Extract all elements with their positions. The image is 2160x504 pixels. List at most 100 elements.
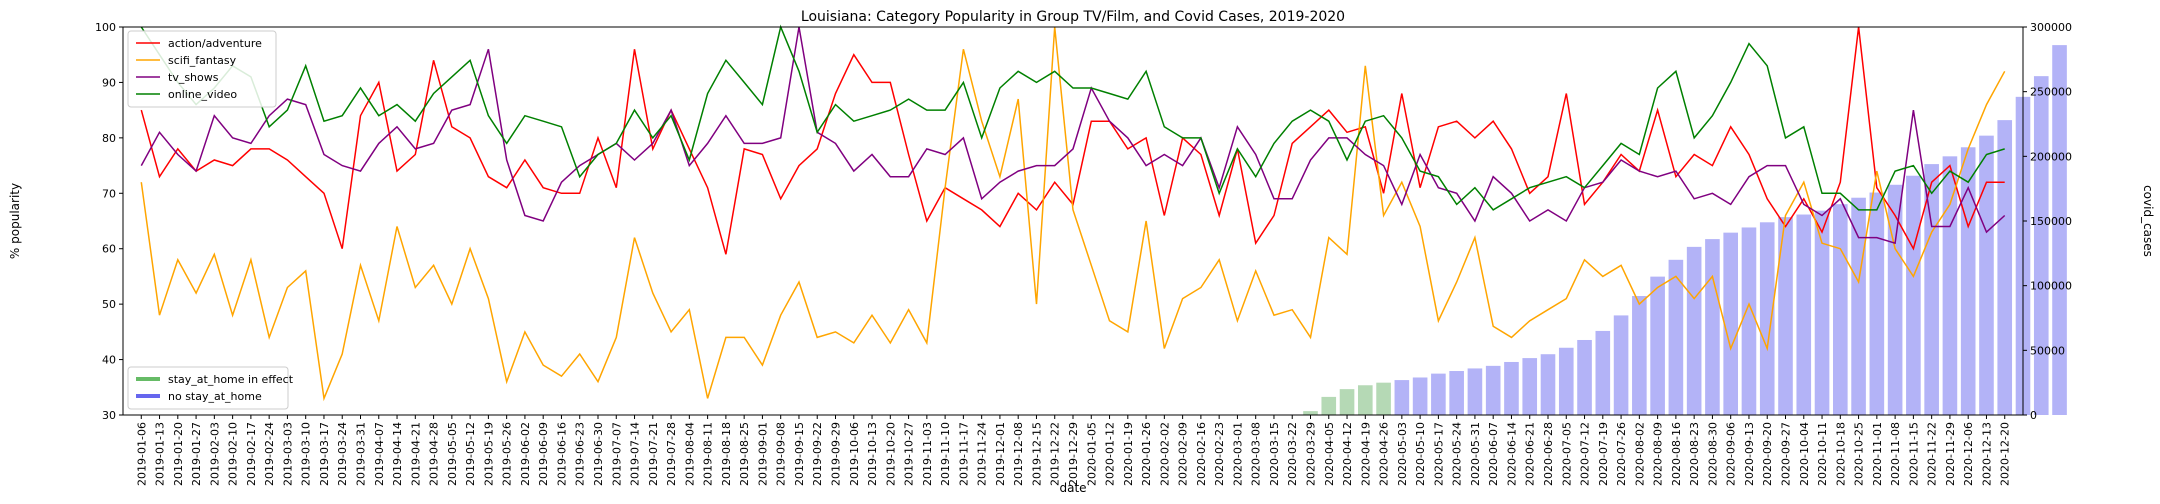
x-tick-label: 2020-10-18	[1834, 422, 1847, 486]
covid-bar	[1668, 259, 1684, 415]
series-lines	[140, 24, 2006, 402]
covid-bar	[1376, 382, 1391, 415]
covid-bar	[1485, 365, 1501, 415]
series-line-scifi-fantasy	[140, 26, 2006, 402]
y-tick-label: 50	[102, 298, 116, 311]
x-tick-label: 2019-03-10	[300, 422, 313, 486]
x-tick-label: 2019-02-10	[227, 422, 240, 486]
covid-bars	[1303, 45, 2067, 416]
x-tick-label: 2020-11-22	[1926, 422, 1939, 486]
x-tick-label: 2019-08-11	[702, 422, 715, 486]
x-tick-label: 2020-08-02	[1633, 422, 1646, 486]
x-tick-label: 2019-08-18	[720, 422, 733, 486]
x-tick-label: 2020-01-19	[1122, 422, 1135, 486]
x-tick-label: 2019-09-08	[775, 422, 788, 486]
x-tick-label: 2020-05-10	[1414, 422, 1427, 486]
x-tick-label: 2019-12-01	[994, 422, 1007, 486]
x-tick-label: 2019-01-13	[154, 422, 167, 486]
x-tick-label: 2019-03-31	[355, 422, 368, 486]
x-tick-label: 2019-05-19	[482, 422, 495, 486]
y2-tick-label: 150000	[2030, 215, 2072, 228]
x-tick-label: 2019-12-29	[1067, 422, 1080, 486]
y-tick-label: 80	[102, 132, 116, 145]
y-axis-right: 0 50000 100000 150000 200000 250000 300000	[2023, 21, 2072, 422]
y-tick-label: 40	[102, 354, 116, 367]
x-tick-label: 2019-05-12	[464, 422, 477, 486]
x-tick-label: 2020-02-02	[1158, 422, 1171, 486]
y-tick-label: 60	[102, 243, 116, 256]
x-tick-label: 2019-01-20	[172, 422, 185, 486]
x-tick-label: 2019-02-24	[263, 422, 276, 486]
x-tick-label: 2020-09-27	[1780, 422, 1793, 486]
x-tick-label: 2020-06-07	[1487, 422, 1500, 486]
x-tick-label: 2019-06-16	[555, 422, 568, 486]
x-tick-label: 2019-04-21	[409, 422, 422, 486]
x-tick-label: 2020-03-08	[1250, 422, 1263, 486]
covid-bar	[1979, 135, 1994, 415]
x-tick-label: 2019-11-17	[957, 422, 970, 486]
x-tick-label: 2020-08-16	[1670, 422, 1683, 486]
covid-bar	[1741, 227, 1757, 415]
covid-bar	[1869, 192, 1885, 415]
y-tick-label: 70	[102, 187, 116, 200]
covid-bar	[1449, 371, 1464, 415]
x-tick-label: 2019-04-14	[391, 422, 404, 486]
x-tick-label: 2020-02-23	[1213, 422, 1226, 486]
covid-bar	[1321, 396, 1337, 415]
x-tick-label: 2019-12-22	[1049, 422, 1062, 486]
covid-bar	[1851, 197, 1866, 415]
covid-bar	[1431, 373, 1446, 415]
x-tick-label: 2019-11-10	[939, 422, 952, 486]
x-tick-label: 2019-09-01	[756, 422, 769, 486]
x-tick-label: 2019-02-17	[245, 422, 258, 486]
legend-box	[127, 366, 289, 410]
x-tick-label: 2019-08-25	[738, 422, 751, 486]
covid-bar	[1595, 330, 1611, 415]
x-tick-label: 2020-09-20	[1761, 422, 1774, 486]
legend-label: tv_shows	[168, 71, 219, 84]
x-tick-label: 2019-03-03	[281, 422, 294, 486]
x-tick-label: 2019-07-14	[629, 422, 642, 486]
covid-bar	[1686, 246, 1702, 415]
y-tick-label: 90	[102, 76, 116, 89]
covid-bar	[1778, 217, 1793, 415]
x-tick-label: 2020-03-22	[1286, 422, 1299, 486]
x-tick-label: 2019-04-07	[373, 422, 386, 486]
x-tick-label: 2019-02-03	[208, 422, 221, 486]
legend-label: no stay_at_home	[168, 390, 262, 403]
x-tick-label: 2020-04-12	[1341, 422, 1354, 486]
x-tick-label: 2020-05-24	[1451, 422, 1464, 486]
covid-bar	[1632, 296, 1647, 415]
x-tick-label: 2020-01-26	[1140, 422, 1153, 486]
x-tick-label: 2020-08-09	[1652, 422, 1665, 486]
covid-bar	[2052, 45, 2067, 416]
x-tick-label: 2020-03-15	[1268, 422, 1281, 486]
x-tick-label: 2019-10-13	[866, 422, 879, 486]
x-tick-label: 2020-03-01	[1231, 422, 1244, 486]
x-tick-label: 2020-07-19	[1597, 422, 1610, 486]
x-tick-label: 2019-01-27	[190, 422, 203, 486]
x-tick-label: 2019-11-03	[921, 422, 934, 486]
y2-tick-label: 300000	[2030, 21, 2072, 34]
x-tick-label: 2020-06-21	[1524, 422, 1537, 486]
covid-bar	[1467, 368, 1483, 415]
y2-tick-label: 0	[2030, 409, 2037, 422]
x-tick-label: 2020-12-20	[1999, 422, 2012, 486]
x-tick-label: 2020-04-19	[1359, 422, 1372, 486]
y2-tick-label: 100000	[2030, 280, 2072, 293]
x-tick-label: 2019-03-24	[336, 422, 349, 486]
x-tick-label: 2019-12-08	[1012, 422, 1025, 486]
x-tick-label: 2019-10-27	[903, 422, 916, 486]
covid-bar	[1942, 156, 1958, 416]
covid-bar	[1887, 184, 1903, 415]
x-tick-label: 2019-06-09	[537, 422, 550, 486]
covid-bar	[1705, 239, 1720, 415]
covid-bar	[1650, 276, 1665, 415]
x-tick-label: 2019-10-06	[848, 422, 861, 486]
covid-bar	[1504, 361, 1519, 415]
legend-box	[127, 30, 277, 108]
covid-bar	[1906, 175, 1921, 415]
x-tick-label: 2019-06-23	[574, 422, 587, 486]
x-tick-label: 2019-10-20	[884, 422, 897, 486]
